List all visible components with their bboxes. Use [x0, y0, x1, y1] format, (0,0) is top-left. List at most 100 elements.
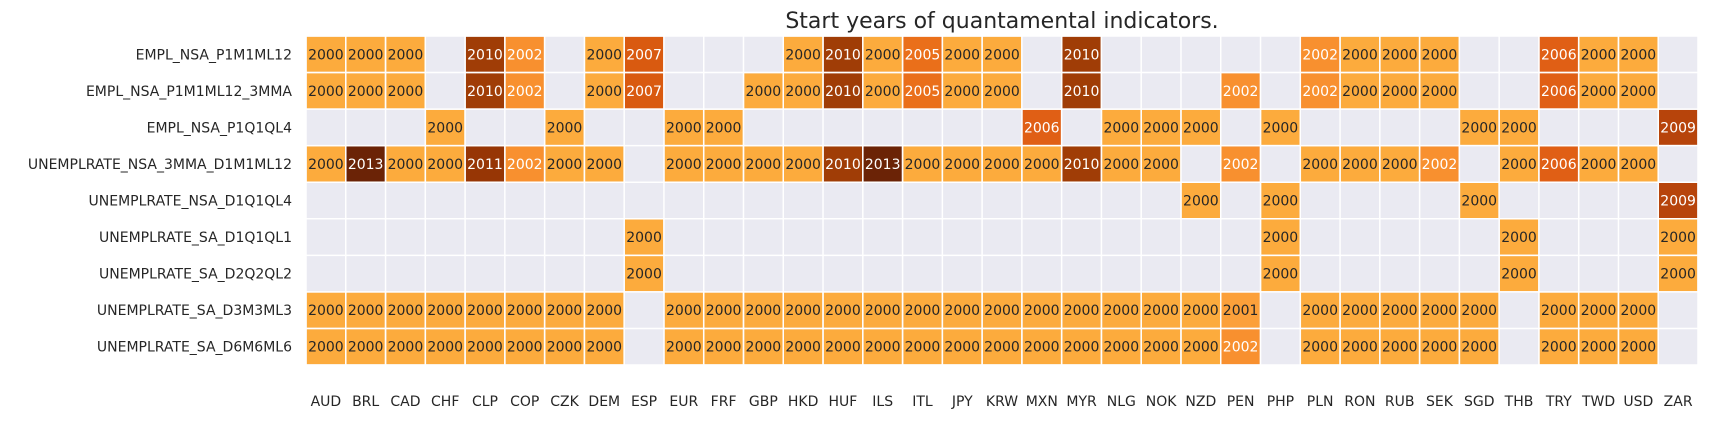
heatmap-cell — [624, 219, 664, 255]
cell-value-label: 2000 — [547, 303, 583, 319]
cell-value-label: 2000 — [666, 340, 702, 356]
heatmap-cell — [1658, 219, 1698, 255]
heatmap-cell — [1619, 73, 1658, 109]
heatmap-cell — [1181, 36, 1220, 72]
cell-value-label: 2000 — [1621, 47, 1657, 63]
x-tick-label: NLG — [1107, 394, 1136, 410]
heatmap-cell — [1261, 219, 1300, 255]
cell-value-label: 2006 — [1541, 47, 1577, 63]
heatmap-cell — [1221, 36, 1260, 72]
heatmap-cell — [784, 146, 823, 182]
cell-value-label: 2000 — [944, 303, 980, 319]
y-tick-label: UNEMPLRATE_NSA_D1Q1QL4 — [89, 194, 293, 210]
heatmap-cell — [1102, 146, 1141, 182]
cell-value-label: 2000 — [1263, 267, 1299, 283]
heatmap-cell — [664, 219, 703, 255]
cell-value-label: 2010 — [467, 47, 503, 63]
cell-value-label: 2000 — [865, 303, 901, 319]
heatmap-cell — [545, 73, 584, 109]
heatmap-cell — [982, 182, 1022, 219]
heatmap-cell — [1539, 36, 1578, 72]
cell-value-label: 2000 — [1103, 340, 1139, 356]
cell-value-label: 2000 — [1382, 340, 1418, 356]
heatmap-cell — [505, 36, 544, 72]
heatmap-cell — [585, 182, 624, 219]
heatmap-cell — [1141, 256, 1181, 292]
cell-value-label: 2000 — [1183, 194, 1219, 210]
x-tick-label: HKD — [788, 394, 819, 410]
heatmap-cell — [1181, 146, 1220, 182]
cell-value-label: 2000 — [388, 340, 424, 356]
heatmap-cell — [1301, 329, 1340, 365]
heatmap-cell — [1579, 219, 1618, 255]
heatmap-cell — [823, 329, 863, 365]
heatmap-cell — [704, 146, 743, 182]
heatmap-cell — [545, 219, 584, 255]
cell-value-label: 2000 — [1103, 120, 1139, 136]
cell-value-label: 2010 — [467, 84, 503, 100]
heatmap-cell — [1499, 219, 1539, 255]
cell-value-label: 2000 — [1382, 157, 1418, 173]
heatmap-cell — [664, 73, 703, 109]
cell-value-label: 2002 — [507, 47, 543, 63]
cell-value-label: 2000 — [984, 303, 1020, 319]
heatmap-cell — [624, 329, 664, 365]
cell-value-label: 2000 — [944, 340, 980, 356]
heatmap-cell — [426, 73, 465, 109]
heatmap-cell — [1261, 256, 1300, 292]
heatmap-cell — [943, 73, 982, 109]
cell-value-label: 2000 — [308, 84, 344, 100]
heatmap-cell — [505, 146, 544, 182]
heatmap-cell — [1181, 73, 1220, 109]
heatmap-cell — [624, 292, 664, 328]
y-tick-label: EMPL_NSA_P1Q1QL4 — [147, 120, 292, 136]
heatmap-cell — [664, 36, 703, 72]
heatmap-cell — [823, 36, 863, 72]
heatmap-cell — [784, 219, 823, 255]
cell-value-label: 2000 — [984, 84, 1020, 100]
heatmap-cell — [1579, 292, 1618, 328]
heatmap-cell — [1022, 73, 1061, 109]
heatmap-cell — [1619, 146, 1658, 182]
heatmap-cell — [823, 219, 863, 255]
cell-value-label: 2000 — [1103, 303, 1139, 319]
heatmap-cell — [465, 219, 505, 255]
heatmap-cell — [386, 292, 425, 328]
heatmap-cell — [903, 109, 942, 145]
heatmap-cells: 2000 2000 2000 2010 2002 2000 2007 2000 2010 2000… — [305, 35, 1699, 366]
heatmap-cell — [1221, 219, 1260, 255]
heatmap-cell — [306, 73, 346, 109]
heatmap-cell — [1658, 182, 1698, 219]
heatmap-cell — [784, 109, 823, 145]
heatmap-cell — [744, 292, 783, 328]
heatmap-cell — [426, 219, 465, 255]
heatmap-cell — [1460, 146, 1499, 182]
heatmap-cell — [1460, 292, 1499, 328]
heatmap-cell — [1141, 36, 1181, 72]
heatmap-cell — [505, 292, 544, 328]
heatmap-cell — [306, 146, 346, 182]
cell-value-label: 2010 — [1064, 157, 1100, 173]
cell-value-label: 2000 — [865, 47, 901, 63]
heatmap-cell — [1539, 256, 1578, 292]
cell-value-label: 2000 — [586, 303, 622, 319]
heatmap-cell — [1499, 182, 1539, 219]
heatmap-cell — [545, 292, 584, 328]
cell-value-label: 2009 — [1660, 194, 1696, 210]
y-tick-label: UNEMPLRATE_SA_D3M3ML3 — [97, 303, 292, 319]
heatmap-cell — [1301, 219, 1340, 255]
heatmap-cell — [346, 73, 385, 109]
cell-value-label: 2013 — [348, 157, 384, 173]
heatmap-cell — [823, 182, 863, 219]
cell-value-label: 2010 — [1064, 47, 1100, 63]
heatmap-cell — [1340, 292, 1380, 328]
heatmap-cell — [465, 109, 505, 145]
heatmap-cell — [1619, 36, 1658, 72]
cell-value-label: 2000 — [1382, 84, 1418, 100]
cell-value-label: 2000 — [586, 157, 622, 173]
x-tick-label: TRY — [1545, 394, 1572, 410]
heatmap-cell — [943, 182, 982, 219]
cell-value-label: 2000 — [348, 47, 384, 63]
cell-value-label: 2009 — [1660, 120, 1696, 136]
